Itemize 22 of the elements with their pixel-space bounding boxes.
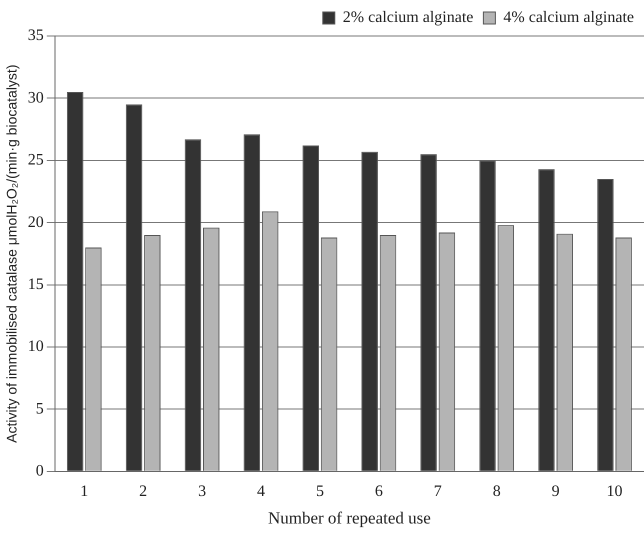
x-tick-label: 4: [257, 483, 266, 500]
y-tick-label: 10: [28, 338, 44, 356]
y-tick-label: 35: [28, 27, 44, 44]
legend-label: 4% calcium alginate: [503, 9, 634, 26]
legend-label: 2% calcium alginate: [342, 9, 474, 26]
x-tick-label: 8: [492, 483, 501, 500]
y-tick-label: 0: [36, 462, 44, 480]
x-tick-label: 10: [606, 483, 623, 500]
x-tick-label: 5: [316, 483, 324, 500]
x-tick-label: 6: [374, 483, 383, 500]
y-tick-label: 20: [28, 214, 44, 231]
y-tick-label: 5: [36, 400, 44, 418]
x-tick-label: 1: [80, 483, 88, 500]
y-axis-title: Activity of immobilised catalase μmolH₂O₂/(min·g biocatalyst): [3, 64, 20, 443]
x-tick-label: 7: [434, 483, 442, 500]
x-axis-title: Number of repeated use: [268, 508, 431, 528]
y-tick-label: 15: [28, 276, 44, 294]
x-tick-label: 9: [552, 483, 560, 500]
x-tick-label: 2: [139, 483, 148, 500]
y-tick-label: 30: [28, 89, 44, 106]
y-tick-label: 25: [28, 152, 44, 169]
x-tick-label: 3: [198, 483, 206, 500]
